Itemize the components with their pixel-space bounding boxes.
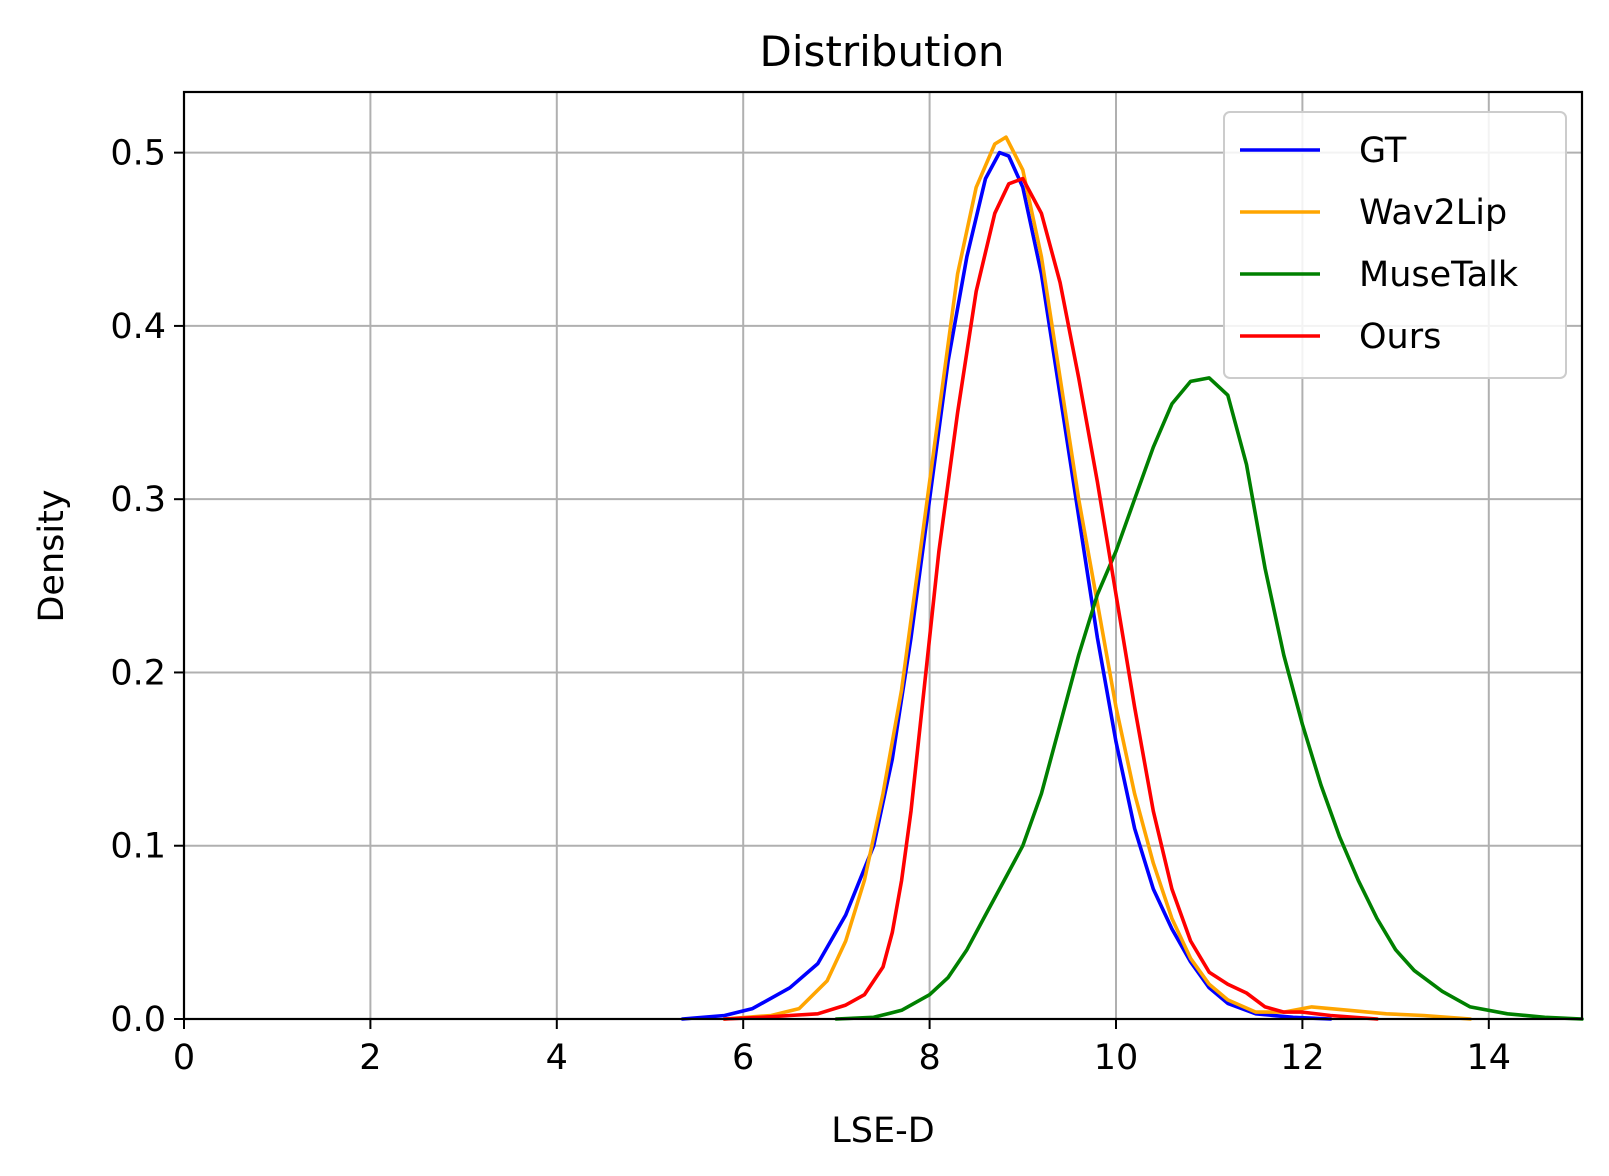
legend-label: Wav2Lip bbox=[1359, 193, 1507, 233]
y-tick-label: 0.1 bbox=[110, 827, 166, 867]
legend-box bbox=[1223, 111, 1567, 379]
x-tick-label: 14 bbox=[1467, 1038, 1512, 1078]
y-axis-ticks: 0.0 0.1 0.2 0.3 0.4 0.5 bbox=[110, 134, 184, 1040]
x-tick-label: 6 bbox=[732, 1038, 754, 1078]
x-tick-label: 2 bbox=[359, 1038, 381, 1078]
y-tick-label: 0.2 bbox=[110, 653, 166, 693]
y-axis-label: Density bbox=[32, 489, 72, 622]
x-tick-label: 10 bbox=[1094, 1038, 1139, 1078]
y-tick-label: 0.3 bbox=[110, 480, 166, 520]
x-tick-label: 4 bbox=[546, 1038, 568, 1078]
legend: GT Wav2Lip MuseTalk Ours bbox=[1223, 111, 1567, 379]
series-line-gt bbox=[680, 150, 1333, 1021]
series-line-musetalk bbox=[834, 376, 1584, 1021]
legend-label: MuseTalk bbox=[1359, 255, 1519, 295]
series-line-ours bbox=[722, 176, 1379, 1021]
x-tick-label: 0 bbox=[173, 1038, 195, 1078]
plot-area-frame bbox=[182, 90, 1584, 1021]
chart-title: Distribution bbox=[759, 27, 1004, 76]
series-line-wav2lip bbox=[722, 135, 1472, 1021]
x-tick-label: 8 bbox=[918, 1038, 940, 1078]
x-axis-label: LSE-D bbox=[831, 1111, 934, 1151]
x-axis-ticks: 0 2 4 6 8 10 12 14 bbox=[173, 1019, 1511, 1078]
y-tick-label: 0.5 bbox=[110, 134, 166, 174]
x-tick-label: 12 bbox=[1280, 1038, 1325, 1078]
series-lines bbox=[680, 135, 1584, 1021]
legend-label: Ours bbox=[1359, 317, 1441, 357]
y-tick-label: 0.0 bbox=[110, 1000, 166, 1040]
legend-label: GT bbox=[1359, 131, 1407, 171]
y-tick-label: 0.4 bbox=[110, 307, 166, 347]
